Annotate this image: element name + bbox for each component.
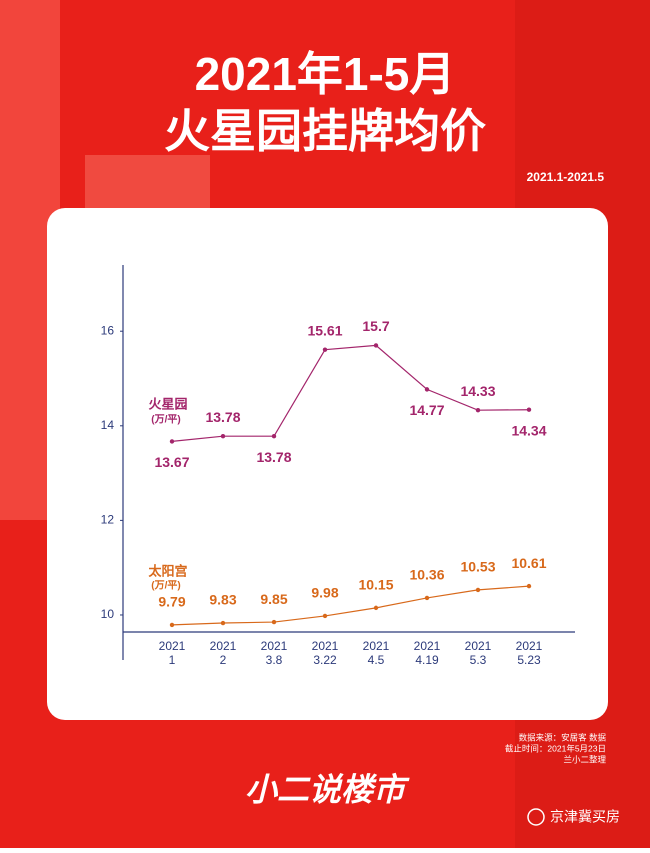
note: 兰小二整理	[563, 754, 606, 764]
brand: 小二说楼市	[245, 771, 410, 807]
point	[169, 439, 175, 444]
x-tick-label: 2021 5.23	[516, 639, 543, 667]
point	[373, 605, 379, 611]
point	[424, 387, 430, 392]
decor	[85, 155, 210, 215]
value-label: 9.85	[260, 591, 287, 607]
value-label: 10.53	[460, 559, 495, 575]
series-line	[171, 585, 530, 626]
point	[271, 619, 277, 625]
value-label: 10.36	[409, 567, 444, 583]
value-label: 10.61	[511, 555, 546, 571]
series-name: 太阳宫	[147, 563, 187, 578]
point	[475, 587, 481, 593]
point	[424, 595, 430, 601]
subtitle: 火星园挂牌均价	[164, 105, 486, 157]
value-label: 13.67	[154, 454, 189, 470]
y-tick-label: 16	[101, 323, 115, 337]
point	[322, 347, 328, 352]
point	[373, 343, 379, 348]
point	[220, 434, 226, 439]
x-tick-label: 2021 5.3	[465, 639, 492, 667]
value-label: 13.78	[256, 449, 291, 465]
point	[526, 583, 532, 589]
x-tick-label: 2021 4.5	[363, 639, 390, 667]
value-label: 10.15	[358, 577, 393, 593]
value-label: 15.7	[362, 318, 389, 334]
point	[526, 407, 532, 412]
point	[475, 407, 481, 413]
y-tick-label: 10	[101, 607, 115, 621]
y-tick-label: 14	[101, 418, 115, 432]
series-name: 火星园	[148, 396, 187, 411]
note: 截止时间：2021年5月23日	[505, 743, 606, 753]
value-label: 14.33	[460, 383, 495, 399]
date-range: 2021.1-2021.5	[527, 170, 605, 184]
value-label: 9.83	[209, 592, 236, 608]
series-line	[171, 344, 530, 443]
value-label: 9.98	[311, 585, 338, 601]
point	[220, 620, 226, 626]
y-tick-label: 12	[101, 513, 115, 527]
wechat-icon	[527, 808, 545, 826]
value-label: 14.34	[511, 422, 546, 438]
x-tick-label: 2021 3.8	[261, 639, 288, 667]
note: 数据来源：安居客 数据	[519, 732, 607, 742]
series-unit: (万/平)	[151, 580, 180, 592]
x-tick-label: 2021 2	[210, 639, 237, 667]
x-tick-label: 2021 3.22	[312, 639, 339, 667]
series-unit: (万/平)	[151, 414, 180, 426]
value-label: 15.61	[307, 322, 342, 338]
point	[169, 622, 175, 628]
account: 京津冀买房	[550, 809, 620, 825]
value-label: 9.79	[158, 594, 185, 610]
x-tick-label: 2021 4.19	[414, 639, 441, 667]
point	[322, 613, 328, 619]
title: 2021年1-5月	[195, 48, 456, 100]
point	[271, 434, 277, 439]
value-label: 14.77	[409, 402, 444, 418]
value-label: 13.78	[205, 409, 240, 425]
x-tick-label: 2021 1	[159, 639, 186, 667]
